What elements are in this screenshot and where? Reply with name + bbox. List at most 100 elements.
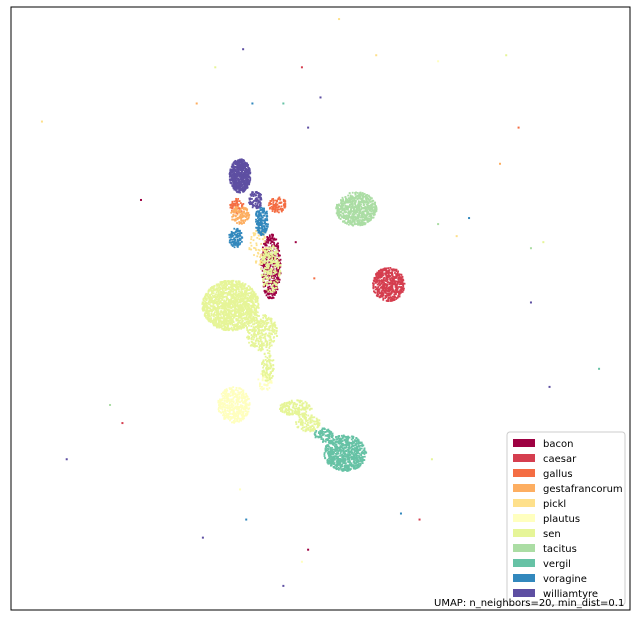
point-caesar [381, 295, 384, 298]
point-plautus [226, 398, 229, 401]
point-bacon [264, 265, 266, 268]
point-sen [305, 428, 308, 431]
point-sen [204, 301, 207, 304]
point-sen [265, 275, 267, 277]
point-sen [273, 330, 276, 332]
point-bacon [273, 286, 276, 289]
point-sen [212, 288, 215, 291]
point-vergil [337, 459, 340, 461]
point-caesar [403, 282, 406, 285]
point-tacitus [343, 208, 346, 211]
point-caesar [395, 277, 397, 279]
point-sen [248, 320, 251, 323]
point-pickl [255, 260, 258, 263]
point-caesar [385, 296, 388, 299]
point-sen [225, 302, 228, 304]
point-bacon [273, 244, 276, 247]
point-sen [300, 400, 303, 402]
point-plautus [234, 417, 237, 420]
point-plautus [242, 394, 245, 396]
point-sen [268, 374, 271, 377]
point-sen [271, 255, 274, 257]
point-sen [239, 306, 241, 309]
point-sen [262, 359, 265, 362]
point-vergil [332, 452, 335, 455]
point-caesar [391, 271, 394, 274]
point-plautus [244, 402, 247, 405]
point-vergil [359, 463, 362, 466]
point-sen [218, 291, 220, 294]
point-tacitus [344, 196, 347, 199]
point-plautus [240, 410, 243, 413]
point-sen [274, 264, 277, 266]
point-sen [309, 419, 312, 421]
point-pickl [257, 252, 260, 255]
point-tacitus [344, 211, 347, 214]
point-plautus [220, 412, 223, 414]
point-sen [251, 320, 254, 323]
point-sen [229, 304, 231, 307]
point-sen [218, 325, 220, 327]
point-sen [228, 291, 230, 294]
point-sen [232, 302, 235, 305]
point-sen [253, 343, 256, 346]
point-tacitus [353, 199, 356, 202]
point-gallus [276, 210, 279, 213]
point-gestafrancorum [244, 219, 247, 221]
point-sen [264, 372, 267, 375]
point-sen [219, 326, 222, 329]
point-sen [236, 328, 239, 331]
point-sen [306, 406, 309, 409]
point-sen [235, 285, 238, 288]
point-sen [308, 405, 311, 408]
point-sen [283, 411, 286, 414]
point-sen [279, 404, 282, 407]
point-gestafrancorum [234, 211, 237, 214]
point-gallus [274, 204, 276, 207]
point-sen [226, 317, 229, 319]
point-sen [218, 326, 221, 329]
point-sen [257, 343, 260, 345]
point-sen [237, 298, 239, 301]
point-plautus [239, 387, 241, 390]
point-pickl [258, 263, 261, 266]
point-sen [246, 317, 248, 320]
point-sen [225, 299, 228, 302]
point-sen [218, 284, 221, 287]
point-bacon [279, 263, 282, 265]
point-tacitus [354, 212, 357, 215]
point-sen [273, 329, 276, 331]
point-bacon [271, 244, 274, 247]
point-sen [221, 299, 224, 301]
point-sen [239, 297, 242, 300]
point-sen [230, 288, 233, 290]
point-sen [214, 311, 216, 314]
point-sen [255, 335, 258, 338]
point-tacitus [345, 207, 348, 210]
point-sen [224, 304, 227, 307]
point-plautus [232, 386, 235, 389]
point-caesar [386, 279, 389, 282]
point-sen [213, 305, 216, 308]
point-sen [268, 255, 271, 257]
point-plautus [232, 409, 235, 412]
point-sen [215, 295, 218, 298]
point-plautus [238, 387, 241, 390]
point-caesar [401, 283, 404, 286]
point-bacon [279, 258, 282, 261]
point-tacitus [337, 211, 340, 214]
point-caesar [398, 274, 400, 277]
point-plautus [226, 393, 229, 396]
point-caesar [399, 276, 402, 278]
point-caesar [389, 277, 391, 280]
point-gestafrancorum [235, 217, 238, 220]
point-sen [222, 295, 225, 298]
point-tacitus [373, 206, 376, 208]
point-sen [211, 310, 213, 313]
point-bacon [273, 292, 276, 295]
point-caesar [400, 291, 403, 293]
point-sen [263, 270, 266, 273]
point-tacitus [354, 201, 357, 203]
point-sen [256, 332, 259, 335]
point-caesar [376, 292, 379, 295]
